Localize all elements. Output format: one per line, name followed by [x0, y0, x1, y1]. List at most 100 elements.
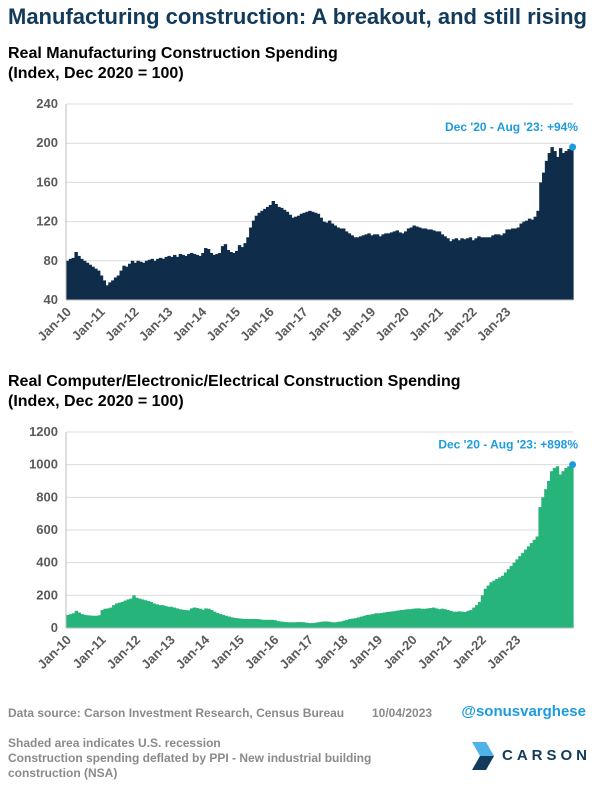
chart2-bar: [247, 619, 251, 628]
carson-logo-icon: [472, 742, 494, 770]
chart1-bar: [173, 254, 177, 300]
chart2-bar: [230, 617, 234, 628]
chart1-bar: [175, 256, 180, 300]
chart2-bar: [506, 569, 511, 628]
chart2-bar: [570, 464, 574, 628]
chart1-bar: [429, 229, 433, 300]
chart2-xtick-label: Jan-11: [69, 632, 108, 671]
chart1-bar: [311, 211, 315, 300]
chart2-bar: [371, 614, 375, 628]
chart2-bar: [515, 559, 519, 628]
chart2-bar: [547, 481, 551, 628]
chart2-xtick-label: Jan-12: [104, 632, 144, 672]
chart2-bar: [103, 608, 107, 628]
chart1-bar: [558, 148, 563, 300]
chart1-bar: [342, 228, 346, 300]
chart2-bar: [475, 605, 479, 628]
chart1-bar: [522, 221, 526, 300]
chart2-bar: [495, 579, 499, 628]
chart2-bar: [189, 608, 194, 628]
chart2-bar: [342, 620, 347, 628]
chart1-bar: [505, 229, 509, 300]
chart2-bar: [212, 611, 217, 628]
chart1-bar: [147, 259, 152, 300]
chart1-bar: [434, 231, 439, 300]
chart1-bar: [164, 256, 168, 300]
chart1-bar: [339, 228, 343, 300]
chart1-bar: [542, 172, 546, 300]
chart2-bar: [492, 580, 496, 628]
chart2-bar: [457, 611, 462, 628]
chart1-bar: [454, 238, 459, 300]
chart2-bar: [526, 546, 531, 628]
chart2-bar: [264, 619, 269, 628]
chart2-bar: [175, 608, 179, 628]
chart2-bar: [354, 618, 358, 628]
chart2-bar: [241, 618, 246, 628]
chart1-bar: [88, 264, 92, 300]
chart2-bar: [518, 556, 522, 628]
chart2-bar: [112, 605, 116, 628]
chart1-bar: [392, 231, 397, 300]
chart2-ytick-label: 1000: [29, 457, 58, 472]
chart2-bar: [100, 610, 105, 628]
chart1-bar: [387, 233, 391, 300]
chart1-ytick-label: 200: [36, 135, 58, 150]
chart1-bar: [302, 212, 307, 300]
chart1-subtitle: (Index, Dec 2020 = 100): [8, 65, 184, 82]
chart1-bar: [480, 237, 484, 300]
chart2-bar: [140, 599, 145, 628]
chart2-bar: [290, 622, 295, 628]
deflator-note: Construction spending deflated by PPI - …: [8, 751, 372, 780]
chart1-bar: [347, 233, 352, 300]
chart1-ytick-label: 160: [36, 174, 58, 189]
chart1-bar: [226, 250, 230, 300]
chart2-bar: [564, 467, 568, 628]
chart2-ytick-label: 600: [36, 522, 58, 537]
chart1-bar: [330, 223, 335, 300]
chart1-bar: [460, 238, 464, 300]
chart2-bar: [333, 622, 338, 628]
chart1-title: Real Manufacturing Construction Spending: [8, 45, 338, 62]
chart2-annotation: Dec '20 - Aug '23: +898%: [438, 438, 578, 452]
chart2-bar: [68, 614, 73, 628]
recession-note: Shaded area indicates U.S. recession: [8, 736, 221, 750]
chart2-bar: [379, 612, 384, 628]
chart2-bar: [509, 565, 514, 628]
chart2-bar: [282, 621, 286, 628]
chart2-bar: [204, 608, 208, 628]
chart2-bar: [71, 613, 76, 628]
chart1-bar: [319, 217, 323, 300]
chart2-bar: [181, 609, 185, 628]
chart1-bar: [237, 245, 242, 300]
chart1-bar: [358, 236, 363, 300]
chart2-bar: [313, 622, 318, 628]
twitter-handle[interactable]: @sonusvarghese: [461, 703, 586, 720]
chart1-bar: [294, 216, 298, 300]
chart2-bar: [521, 552, 525, 628]
chart1-xtick-label: Jan-10: [34, 304, 74, 344]
chart2-bar: [394, 610, 398, 628]
chart1-bar: [111, 280, 115, 300]
chart1-bar: [398, 232, 402, 300]
chart2-bar: [123, 600, 128, 628]
chart1-bar: [488, 237, 492, 300]
chart1-bar: [519, 223, 523, 300]
manufacturing-chart: 40 80 120 160 200 240 Jan-10Jan-11Jan-12Jan-13…: [34, 96, 578, 344]
chart1-bar: [536, 210, 540, 300]
chart1-xtick-label: Jan-22: [440, 304, 480, 344]
chart1-bar: [144, 260, 149, 300]
chart1-ytick-label: 120: [36, 214, 58, 229]
chart1-bar: [204, 248, 208, 300]
chart1-bar: [401, 233, 405, 300]
chart1-bar: [71, 257, 76, 300]
chart2-bar: [218, 614, 223, 628]
chart2-ytick-label: 200: [36, 587, 58, 602]
chart1-xtick-label: Jan-19: [339, 304, 379, 344]
chart2-bar: [339, 621, 344, 628]
chart2-endpoint-marker: [569, 461, 577, 469]
chart2-bar: [256, 619, 260, 628]
chart2-xtick-label: Jan-10: [34, 632, 74, 672]
chart1-bar: [215, 253, 219, 300]
chart1-bar: [494, 234, 498, 300]
